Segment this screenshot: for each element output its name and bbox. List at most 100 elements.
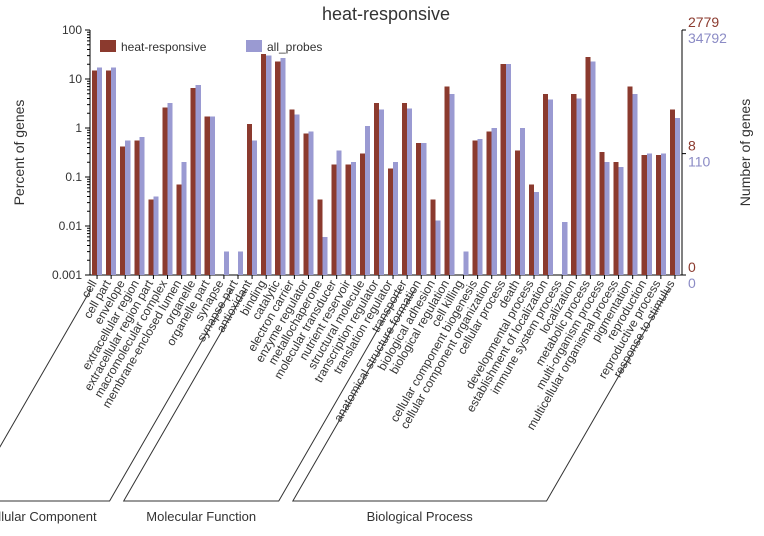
bar-heat bbox=[599, 152, 604, 275]
bar-all bbox=[633, 94, 638, 275]
bar-all bbox=[266, 56, 271, 275]
bar-heat bbox=[247, 124, 252, 275]
bar-all bbox=[393, 162, 398, 275]
bar-heat bbox=[585, 57, 590, 275]
bar-all bbox=[647, 154, 652, 275]
bar-heat bbox=[261, 54, 266, 275]
bar-heat bbox=[628, 87, 633, 275]
bar-heat bbox=[289, 109, 294, 275]
y-tick-label: 0.001 bbox=[52, 268, 82, 282]
bar-heat bbox=[388, 168, 393, 275]
bar-heat bbox=[444, 87, 449, 275]
bar-all bbox=[576, 98, 581, 275]
chart-title: heat-responsive bbox=[322, 4, 450, 24]
bar-heat bbox=[106, 70, 111, 275]
bar-all bbox=[365, 126, 370, 275]
bar-all bbox=[224, 252, 229, 275]
legend-swatch bbox=[100, 40, 116, 52]
right-tick-all: 34792 bbox=[688, 30, 727, 46]
bar-heat bbox=[487, 131, 492, 275]
bar-all bbox=[661, 154, 666, 275]
bar-all bbox=[478, 139, 483, 275]
bar-all bbox=[379, 109, 384, 275]
bar-heat bbox=[162, 108, 167, 275]
bar-all bbox=[351, 162, 356, 275]
bar-heat bbox=[543, 94, 548, 275]
bar-all bbox=[449, 94, 454, 275]
bar-all bbox=[153, 196, 158, 275]
bar-heat bbox=[515, 150, 520, 275]
bar-heat bbox=[501, 64, 506, 275]
legend-label: heat-responsive bbox=[121, 40, 207, 54]
bar-heat bbox=[473, 141, 478, 275]
bar-heat bbox=[332, 164, 337, 275]
bar-all bbox=[139, 137, 144, 275]
bar-all bbox=[407, 109, 412, 275]
bar-all bbox=[337, 150, 342, 275]
bar-all bbox=[464, 252, 469, 275]
bar-all bbox=[435, 220, 440, 275]
bar-all bbox=[182, 162, 187, 275]
bar-heat bbox=[402, 103, 407, 275]
bar-all bbox=[506, 64, 511, 275]
bar-heat bbox=[374, 103, 379, 275]
bar-heat bbox=[92, 70, 97, 275]
y-tick-label: 10 bbox=[69, 72, 83, 86]
bar-all bbox=[562, 222, 567, 275]
bar-all bbox=[294, 114, 299, 275]
right-tick-heat: 8 bbox=[688, 138, 696, 154]
bar-heat bbox=[571, 94, 576, 275]
bar-heat bbox=[346, 164, 351, 275]
bar-heat bbox=[191, 88, 196, 275]
bar-heat bbox=[430, 199, 435, 275]
right-tick-all: 110 bbox=[688, 154, 711, 170]
right-tick-all: 0 bbox=[688, 275, 696, 291]
bar-all bbox=[280, 58, 285, 275]
bar-all bbox=[520, 128, 525, 275]
legend-label: all_probes bbox=[267, 40, 322, 54]
bar-heat bbox=[148, 199, 153, 275]
group-label: Molecular Function bbox=[146, 509, 256, 524]
bar-heat bbox=[303, 133, 308, 275]
bar-heat bbox=[529, 185, 534, 275]
bar-all bbox=[421, 143, 426, 275]
bar-heat bbox=[416, 143, 421, 275]
bar-all bbox=[604, 162, 609, 275]
bar-all bbox=[534, 192, 539, 275]
y-tick-label: 100 bbox=[62, 23, 82, 37]
bar-heat bbox=[642, 155, 647, 275]
bar-all bbox=[619, 167, 624, 275]
bar-heat bbox=[177, 185, 182, 275]
bar-all bbox=[125, 141, 130, 275]
right-tick-heat: 2779 bbox=[688, 14, 719, 30]
chart-svg: 0.0010.010.1110100Percent of genesNumber… bbox=[0, 0, 764, 536]
bar-heat bbox=[656, 155, 661, 275]
y-tick-label: 0.1 bbox=[65, 170, 82, 184]
bar-all bbox=[168, 103, 173, 275]
bar-heat bbox=[317, 199, 322, 275]
bar-heat bbox=[670, 109, 675, 275]
bar-heat bbox=[275, 61, 280, 275]
y-tick-label: 1 bbox=[75, 121, 82, 135]
bar-heat bbox=[134, 141, 139, 275]
bar-all bbox=[590, 61, 595, 275]
y-axis-left-title: Percent of genes bbox=[11, 100, 27, 206]
bar-heat bbox=[120, 146, 125, 275]
bar-all bbox=[97, 68, 102, 275]
right-tick-heat: 0 bbox=[688, 259, 696, 275]
bar-all bbox=[238, 252, 243, 275]
bar-all bbox=[210, 117, 215, 275]
legend-swatch bbox=[246, 40, 262, 52]
bar-all bbox=[675, 118, 680, 275]
bar-all bbox=[111, 68, 116, 275]
group-label: Biological Process bbox=[367, 509, 474, 524]
y-tick-label: 0.01 bbox=[59, 219, 83, 233]
chart-root: 0.0010.010.1110100Percent of genesNumber… bbox=[0, 0, 764, 536]
bar-heat bbox=[613, 162, 618, 275]
bar-all bbox=[492, 128, 497, 275]
bar-heat bbox=[360, 154, 365, 275]
bar-all bbox=[548, 100, 553, 275]
y-axis-right-title: Number of genes bbox=[737, 99, 753, 206]
bar-all bbox=[308, 131, 313, 275]
bar-all bbox=[252, 141, 257, 275]
